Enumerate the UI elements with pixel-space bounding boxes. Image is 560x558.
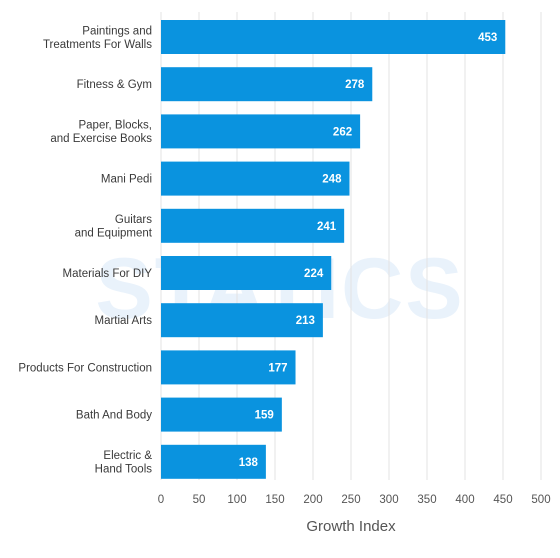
x-axis-ticks: 0 50 100 150 200 250 300 350 400 450 500 <box>158 494 551 506</box>
bar-value-label: 138 <box>239 457 259 469</box>
category-label: Guitars and Equipment <box>75 214 153 240</box>
x-tick-label: 300 <box>379 494 398 506</box>
x-tick-label: 450 <box>493 494 512 506</box>
bars: 453 278 262 248 241 224 213 177 159 138 <box>161 20 506 479</box>
bar <box>161 114 361 149</box>
category-label: Paper, Blocks, and Exercise Books <box>50 120 152 146</box>
bar-value-label: 278 <box>345 79 365 91</box>
bar <box>161 350 296 385</box>
x-tick-label: 150 <box>265 494 284 506</box>
category-labels: Paintings and Treatments For Walls Fitness… <box>18 25 152 475</box>
bar-value-label: 213 <box>296 315 315 327</box>
x-tick-label: 100 <box>227 494 246 506</box>
x-tick-label: 50 <box>193 494 206 506</box>
bar-value-label: 224 <box>304 268 324 280</box>
bar <box>161 256 332 290</box>
x-tick-label: 400 <box>455 494 474 506</box>
bar-value-label: 248 <box>322 174 342 186</box>
x-tick-label: 0 <box>158 494 164 506</box>
bar <box>161 303 323 338</box>
bar <box>161 67 373 102</box>
category-label: Paintings and Treatments For Walls <box>43 25 152 51</box>
bar <box>161 20 506 54</box>
category-label: Electric & Hand Tools <box>95 450 153 476</box>
bar <box>161 208 345 243</box>
category-label: Products For Construction <box>18 362 152 374</box>
x-tick-label: 500 <box>531 494 550 506</box>
category-label: Mani Pedi <box>101 174 152 186</box>
bar-value-label: 177 <box>268 362 287 374</box>
x-tick-label: 350 <box>417 494 436 506</box>
bar-value-label: 453 <box>478 32 497 44</box>
bar-value-label: 241 <box>317 221 337 233</box>
bar <box>161 444 266 479</box>
x-tick-label: 250 <box>341 494 360 506</box>
bar-value-label: 159 <box>255 410 274 422</box>
bar-value-label: 262 <box>333 126 352 138</box>
category-label: Martial Arts <box>94 315 152 327</box>
bar <box>161 161 350 196</box>
category-label: Bath And Body <box>76 410 152 422</box>
x-tick-label: 200 <box>303 494 322 506</box>
x-axis-title: Growth Index <box>306 518 396 535</box>
category-label: Materials For DIY <box>63 268 153 280</box>
bar <box>161 397 282 432</box>
category-label: Fitness & Gym <box>77 79 152 91</box>
